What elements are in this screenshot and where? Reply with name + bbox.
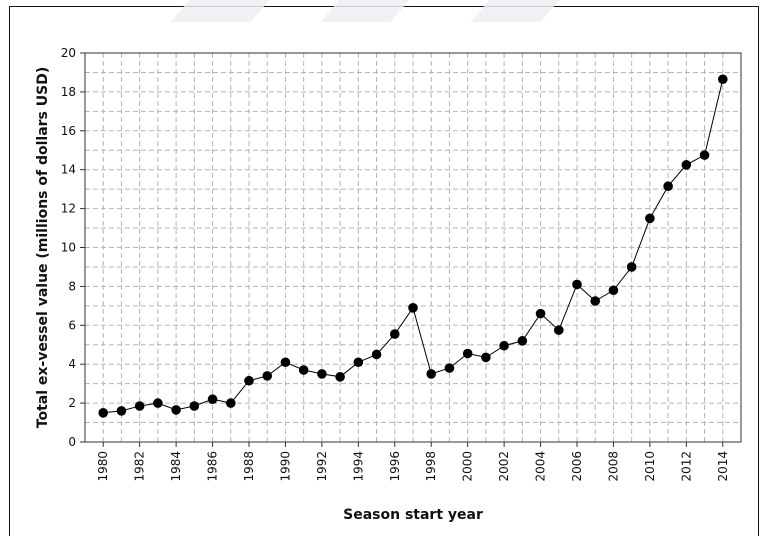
x-axis-title: Season start year: [343, 507, 483, 523]
data-point: [225, 398, 236, 408]
data-point: [134, 401, 145, 411]
data-point: [353, 357, 364, 368]
data-point: [408, 302, 418, 313]
y-tick-label: 4: [68, 357, 76, 371]
y-tick-label: 10: [61, 241, 76, 255]
data-point: [389, 329, 400, 339]
data-point: [590, 296, 601, 306]
y-tick-label: 18: [61, 85, 76, 99]
data-point: [499, 340, 509, 351]
x-tick-label: 1996: [388, 451, 402, 482]
data-point: [98, 408, 109, 418]
x-tick-label: 1992: [315, 451, 329, 482]
y-tick-label: 16: [61, 124, 76, 138]
y-tick-label: 8: [68, 279, 76, 293]
x-tick-label: 2012: [679, 451, 693, 482]
x-tick-label: 1998: [424, 451, 438, 482]
data-point: [153, 398, 163, 408]
data-point: [717, 74, 728, 85]
x-tick-label: 1984: [169, 451, 183, 482]
data-point: [426, 369, 437, 379]
x-tick-label: 1988: [242, 451, 256, 482]
x-tick-label: 1990: [278, 451, 292, 482]
x-axis-ticks: 1980 1982 1984 1986 1988 1990 1992 1994 1996 1998…: [96, 442, 730, 482]
data-point: [189, 401, 200, 411]
data-point: [244, 375, 254, 386]
y-tick-label: 2: [68, 396, 76, 410]
y-tick-label: 6: [68, 318, 76, 332]
data-point: [335, 372, 345, 382]
data-point: [699, 150, 710, 160]
data-point: [645, 213, 655, 224]
data-point: [262, 371, 273, 381]
data-point: [317, 369, 327, 379]
x-tick-label: 2010: [643, 451, 657, 482]
x-tick-label: 2006: [570, 451, 584, 482]
data-point: [663, 181, 673, 192]
y-axis-title: Total ex-vessel value (millions of dolla…: [35, 67, 51, 428]
x-tick-label: 1994: [351, 451, 365, 482]
x-tick-label: 2008: [606, 451, 620, 482]
data-point: [116, 406, 127, 416]
y-tick-label: 12: [61, 202, 76, 216]
x-tick-label: 1980: [96, 451, 110, 482]
data-point: [298, 365, 309, 375]
data-point: [681, 160, 692, 170]
grid-lines: [84, 52, 742, 443]
y-axis-ticks: 0 2 4 6 8 10 12 14 16 18 20: [61, 46, 85, 449]
data-point: [207, 394, 218, 405]
data-points: [98, 74, 728, 418]
data-point: [626, 262, 637, 272]
data-point: [371, 349, 382, 360]
y-tick-label: 20: [61, 46, 76, 60]
x-tick-label: 2000: [461, 451, 475, 482]
data-point: [553, 325, 564, 335]
x-tick-label: 2002: [497, 451, 511, 482]
data-point: [171, 405, 181, 415]
data-point: [280, 357, 291, 368]
data-point: [517, 336, 528, 346]
data-point: [481, 352, 491, 363]
x-tick-label: 1982: [133, 451, 147, 482]
data-point: [444, 363, 455, 373]
x-tick-label: 2004: [534, 451, 548, 482]
x-tick-label: 1986: [206, 451, 220, 482]
x-tick-label: 2014: [716, 451, 730, 482]
y-tick-label: 14: [61, 163, 76, 177]
data-point: [608, 285, 619, 296]
data-point: [572, 279, 582, 290]
data-point: [535, 308, 546, 319]
y-tick-label: 0: [68, 435, 76, 449]
data-point: [462, 348, 473, 359]
